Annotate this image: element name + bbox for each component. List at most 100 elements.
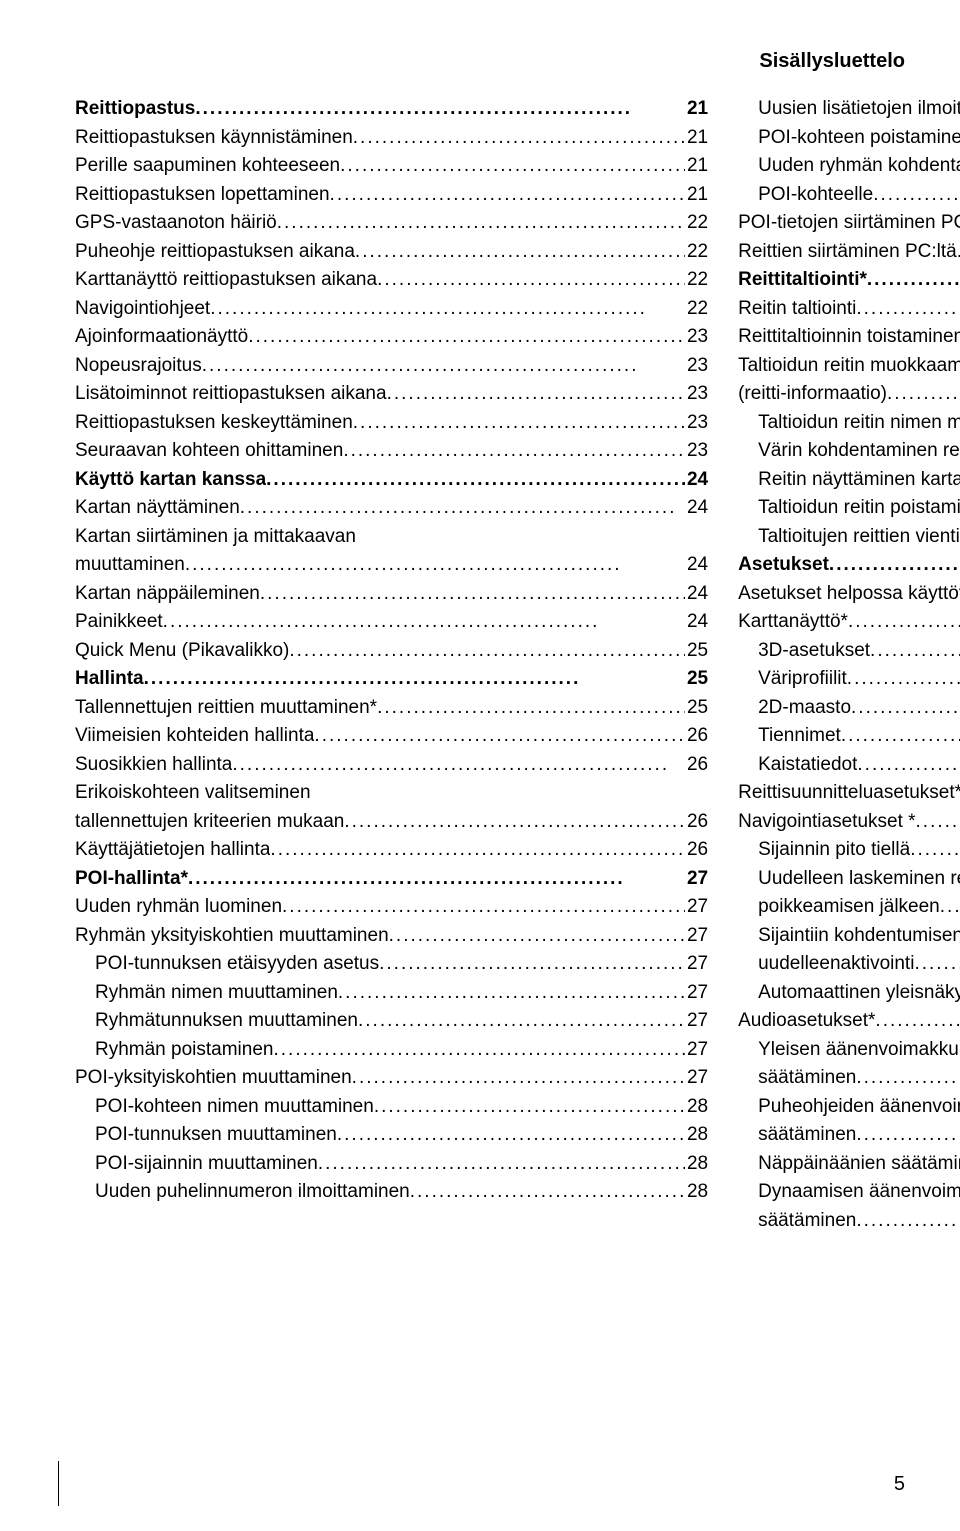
toc-entry: Uuden ryhmän luominen...................…: [75, 893, 708, 922]
toc-leader-dots: ........................................…: [289, 637, 685, 666]
toc-label: Tallennettujen reittien muuttaminen*: [75, 694, 377, 723]
toc-entry: Sijainnin pito tiellä...................…: [738, 836, 960, 865]
toc-entry: Näppäinäänien säätäminen................…: [738, 1150, 960, 1179]
toc-page: 22: [685, 209, 708, 238]
toc-entry: Uuden puhelinnumeron ilmoittaminen......…: [75, 1178, 708, 1207]
toc-label: Reittien siirtäminen PC:ltä: [738, 238, 957, 267]
right-column: Uusien lisätietojen ilmoittaminen.......…: [738, 95, 960, 1235]
toc-page: 26: [685, 836, 708, 865]
toc-entry: Reittiopastuksen keskeyttäminen.........…: [75, 409, 708, 438]
toc-page: 21: [685, 152, 708, 181]
toc-label: Seuraavan kohteen ohittaminen: [75, 437, 343, 466]
toc-entry: Karttanäyttö reittiopastuksen aikana....…: [75, 266, 708, 295]
toc-page: 24: [685, 494, 708, 523]
toc-page: 27: [685, 950, 708, 979]
toc-leader-dots: ........................................…: [856, 1207, 960, 1236]
toc-leader-dots: ........................................…: [847, 665, 960, 694]
toc-entry: Navigointiohjeet........................…: [75, 295, 708, 324]
toc-entry: Puheohjeiden äänenvoimakkuudensäätäminen…: [738, 1093, 960, 1150]
toc-label-line1: Uuden ryhmän kohdentaminen: [758, 152, 960, 181]
toc-leader-dots: ........................................…: [240, 494, 685, 523]
toc-label: Reittisuunnitteluasetukset*: [738, 779, 960, 808]
toc-entry: Taltioitujen reittien vienti............…: [738, 523, 960, 552]
toc-entry: Asetukset...............................…: [738, 551, 960, 580]
toc-label: Navigointiasetukset *: [738, 808, 915, 837]
toc-label: Värin kohdentaminen reitille: [758, 437, 960, 466]
toc-leader-dots: ........................................…: [856, 1121, 960, 1150]
toc-leader-dots: ........................................…: [829, 551, 960, 580]
toc-leader-dots: ........................................…: [379, 950, 685, 979]
toc-entry: Seuraavan kohteen ohittaminen...........…: [75, 437, 708, 466]
toc-entry: Kaistatiedot............................…: [738, 751, 960, 780]
toc-leader-dots: ........................................…: [916, 808, 960, 837]
toc-page: 26: [685, 722, 708, 751]
toc-entry: Ryhmän poistaminen......................…: [75, 1036, 708, 1065]
toc-entry: POI-tunnuksen etäisyyden asetus.........…: [75, 950, 708, 979]
toc-entry: Dynaamisen äänenvoimakkuudensäätäminen..…: [738, 1178, 960, 1235]
toc-label: Painikkeet: [75, 608, 163, 637]
toc-label: Väriprofiilit: [758, 665, 847, 694]
toc-label: Asetukset: [738, 551, 829, 580]
toc-entry: Tiennimet...............................…: [738, 722, 960, 751]
toc-label: Reittiopastuksen keskeyttäminen: [75, 409, 353, 438]
toc-page: 25: [685, 665, 708, 694]
toc-entry: Audioasetukset*.........................…: [738, 1007, 960, 1036]
toc-label: Puheohje reittiopastuksen aikana: [75, 238, 355, 267]
toc-label-line1: Uudelleen laskeminen reitiltä: [758, 865, 960, 894]
toc-leader-dots: ........................................…: [887, 380, 960, 409]
toc-page: 23: [685, 409, 708, 438]
toc-label: Uuden ryhmän luominen: [75, 893, 282, 922]
toc-leader-dots: ........................................…: [282, 893, 685, 922]
toc-label-line2: säätäminen: [758, 1121, 856, 1150]
toc-leader-dots: ........................................…: [352, 1064, 685, 1093]
toc-entry: Taltioidun reitin nimen muuttaminen.....…: [738, 409, 960, 438]
toc-entry: Uudelleen laskeminen reitiltäpoikkeamise…: [738, 865, 960, 922]
toc-entry: Reittiopastuksen käynnistäminen.........…: [75, 124, 708, 153]
toc-entry: Yleisen äänenvoimakkuudensäätäminen.....…: [738, 1036, 960, 1093]
toc-leader-dots: ........................................…: [337, 1121, 685, 1150]
toc-leader-dots: ........................................…: [353, 124, 685, 153]
toc-entry: Painikkeet..............................…: [75, 608, 708, 637]
toc-page: 22: [685, 266, 708, 295]
toc-label: POI-tietojen siirtäminen PC:ltä: [738, 209, 960, 238]
toc-label: Suosikkien hallinta: [75, 751, 232, 780]
toc-page: 26: [685, 751, 708, 780]
toc-leader-dots: ........................................…: [344, 808, 685, 837]
toc-leader-dots: ........................................…: [260, 580, 685, 609]
toc-leader-dots: ........................................…: [389, 922, 685, 951]
toc-label: Reittiopastus: [75, 95, 195, 124]
toc-label: Quick Menu (Pikavalikko): [75, 637, 289, 666]
toc-entry: POI-kohteen poistaminen.................…: [738, 124, 960, 153]
toc-entry: Kartan näyttäminen......................…: [75, 494, 708, 523]
toc-leader-dots: ........................................…: [144, 665, 685, 694]
toc-entry: Lisätoiminnot reittiopastuksen aikana...…: [75, 380, 708, 409]
toc-leader-dots: ........................................…: [914, 950, 960, 979]
toc-leader-dots: ........................................…: [210, 295, 685, 324]
toc-page: 27: [685, 865, 708, 894]
toc-leader-dots: ........................................…: [873, 181, 960, 210]
toc-leader-dots: ........................................…: [353, 409, 685, 438]
toc-leader-dots: ........................................…: [266, 466, 685, 495]
toc-leader-dots: ........................................…: [340, 152, 685, 181]
toc-leader-dots: ........................................…: [195, 95, 685, 124]
toc-label-line2: säätäminen: [758, 1207, 856, 1236]
toc-leader-dots: ........................................…: [387, 380, 685, 409]
toc-label: Ryhmän nimen muuttaminen: [95, 979, 338, 1008]
toc-leader-dots: ........................................…: [940, 893, 960, 922]
toc-label-line2: poikkeamisen jälkeen: [758, 893, 940, 922]
toc-entry: Erikoiskohteen valitseminentallennettuje…: [75, 779, 708, 836]
toc-label: Uusien lisätietojen ilmoittaminen: [758, 95, 960, 124]
toc-page: 27: [685, 1064, 708, 1093]
toc-entry: GPS-vastaanoton häiriö..................…: [75, 209, 708, 238]
toc-leader-dots: ........................................…: [318, 1150, 685, 1179]
toc-label: Reittiopastuksen lopettaminen: [75, 181, 330, 210]
toc-page: 27: [685, 893, 708, 922]
toc-leader-dots: ........................................…: [185, 551, 685, 580]
toc-label-line1: Kartan siirtäminen ja mittakaavan: [75, 523, 708, 552]
toc-leader-dots: ........................................…: [377, 266, 685, 295]
toc-label: Ryhmän poistaminen: [95, 1036, 273, 1065]
toc-page: 27: [685, 1036, 708, 1065]
toc-label: Asetukset helpossa käyttötilassa: [738, 580, 960, 609]
page-number: 5: [894, 1473, 905, 1496]
toc-page: 26: [685, 808, 708, 837]
